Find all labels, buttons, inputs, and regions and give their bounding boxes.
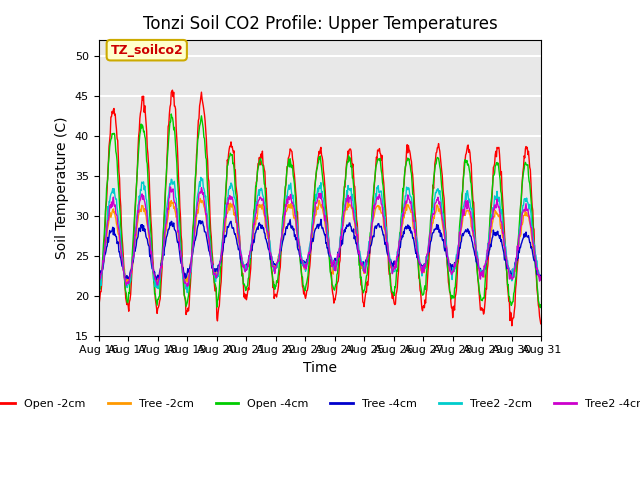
Open -4cm [536,305,544,311]
Line: Open -2cm: Open -2cm [99,90,541,326]
Tree2 -4cm [95,282,102,288]
Open -4cm [538,303,545,309]
Tree -4cm [95,278,102,284]
Tree2 -2cm [197,174,205,180]
Tree2 -4cm [374,196,382,202]
Open -4cm [374,157,381,163]
Tree -4cm [148,266,156,272]
Line: Tree2 -4cm: Tree2 -4cm [99,187,541,287]
Legend: Open -2cm, Tree -2cm, Open -4cm, Tree -4cm, Tree2 -2cm, Tree2 -4cm: Open -2cm, Tree -2cm, Open -4cm, Tree -4… [0,395,640,413]
Line: Tree -4cm: Tree -4cm [99,219,541,281]
Line: Open -4cm: Open -4cm [99,114,541,308]
Tree -2cm [538,275,545,281]
Tree -2cm [374,204,382,210]
Text: TZ_soilco2: TZ_soilco2 [110,44,183,57]
Tree2 -2cm [387,261,394,266]
Open -4cm [103,185,111,191]
Tree2 -2cm [148,259,156,265]
Open -2cm [103,197,111,203]
Tree -2cm [95,280,102,286]
Tree2 -2cm [193,196,201,202]
Tree -2cm [218,246,226,252]
Tree2 -4cm [218,249,226,255]
Open -2cm [194,129,202,134]
Y-axis label: Soil Temperature (C): Soil Temperature (C) [55,117,69,259]
Tree2 -2cm [218,252,225,257]
Tree2 -4cm [184,284,191,289]
Line: Tree -2cm: Tree -2cm [99,198,541,287]
Tree -4cm [317,216,324,222]
Tree2 -4cm [538,277,545,283]
Open -2cm [508,323,516,329]
Tree -4cm [103,244,111,250]
Tree -2cm [194,211,202,216]
Open -2cm [148,241,156,247]
Open -4cm [148,251,156,256]
Tree -4cm [217,260,225,265]
Tree2 -4cm [103,228,111,234]
Tree -2cm [104,228,111,234]
Open -4cm [194,137,202,143]
Tree -4cm [387,256,394,262]
Tree -2cm [149,261,157,267]
Tree2 -4cm [195,198,202,204]
Tree2 -2cm [538,277,545,283]
Open -4cm [218,263,225,269]
Open -4cm [168,111,175,117]
Tree -2cm [196,195,204,201]
Open -2cm [374,147,381,153]
Open -4cm [387,283,394,288]
Tree2 -2cm [95,290,102,296]
Tree -4cm [538,273,545,278]
Tree2 -4cm [148,259,156,265]
Tree -2cm [95,284,103,289]
Open -2cm [95,299,102,305]
Title: Tonzi Soil CO2 Profile: Upper Temperatures: Tonzi Soil CO2 Profile: Upper Temperatur… [143,15,497,33]
X-axis label: Time: Time [303,361,337,375]
Tree -2cm [387,262,395,268]
Tree2 -2cm [374,186,381,192]
Tree -4cm [193,227,201,232]
Open -2cm [218,279,225,285]
Open -4cm [95,290,102,296]
Tree -4cm [374,222,381,228]
Tree2 -4cm [166,184,174,190]
Tree2 -2cm [103,225,111,230]
Open -2cm [387,276,394,282]
Line: Tree2 -2cm: Tree2 -2cm [99,177,541,293]
Tree2 -4cm [387,263,395,269]
Open -2cm [538,321,545,327]
Open -2cm [169,87,177,93]
